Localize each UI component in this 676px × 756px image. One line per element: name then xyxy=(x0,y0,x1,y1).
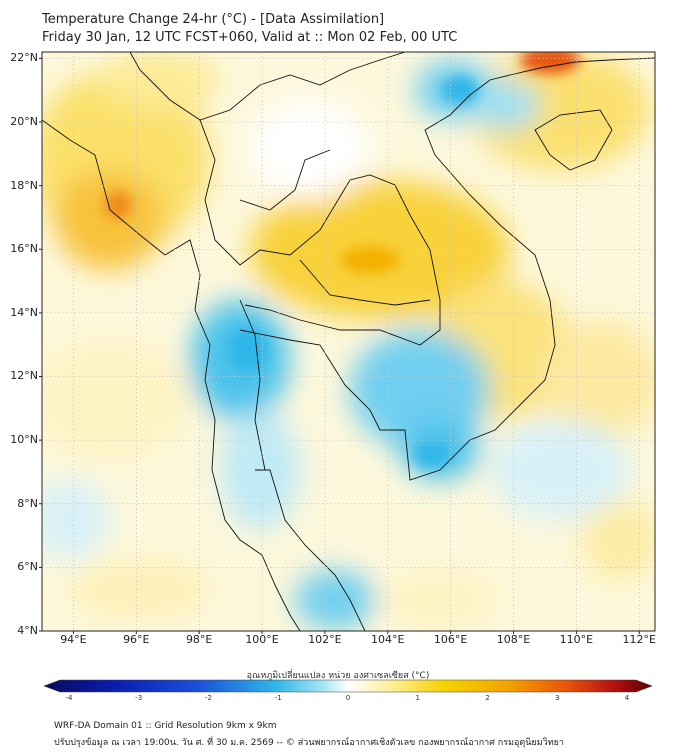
lat-label: 22°N xyxy=(10,51,38,65)
lon-label: 112°E xyxy=(622,633,656,646)
colorbar-tick-label: -3 xyxy=(135,694,143,702)
lat-label: 4°N xyxy=(17,624,38,637)
lat-label: 20°N xyxy=(10,114,38,128)
lat-label: 14°N xyxy=(10,305,38,319)
lon-label: 102°E xyxy=(308,633,342,646)
lon-label: 104°E xyxy=(371,633,405,646)
lat-label: 12°N xyxy=(10,369,38,383)
colorbar-tick-label: 0 xyxy=(345,694,351,702)
lat-label: 8°N xyxy=(17,496,38,510)
footer-model-info: WRF-DA Domain 01 :: Grid Resolution 9km … xyxy=(54,721,277,731)
map-frame xyxy=(41,51,656,632)
lon-label: 106°E xyxy=(433,633,468,646)
lat-label: 16°N xyxy=(10,242,38,256)
temperature-field xyxy=(42,52,655,631)
colorbar-tick-label: -1 xyxy=(274,694,282,702)
lon-label: 98°E xyxy=(185,633,213,646)
colorbar-tick-label: 1 xyxy=(415,694,420,702)
colorbar-label: อุณหภูมิเปลี่ยนแปลง หน่วย องศาเซลเซียส (… xyxy=(246,671,430,681)
axis-ticks xyxy=(39,57,640,634)
lat-label: 18°N xyxy=(10,178,38,192)
lon-label: 96°E xyxy=(123,633,150,646)
lon-label: 100°E xyxy=(245,633,279,646)
chart-title: Temperature Change 24-hr (°C) - [Data As… xyxy=(42,12,385,27)
lon-label: 94°E xyxy=(60,633,87,646)
colorbar-tick-label: -2 xyxy=(205,694,212,702)
lat-label: 10°N xyxy=(10,433,38,447)
colorbar-tick-label: 2 xyxy=(485,694,490,702)
colorbar-tick-label: 3 xyxy=(555,694,560,702)
colorbar-tick-label: 4 xyxy=(624,694,630,702)
lat-label: 6°N xyxy=(17,560,38,574)
footer-credit: ปรับปรุงข้อมูล ณ เวลา 19:00น. วัน ศ. ที่… xyxy=(54,738,564,748)
colorbar-tick-label: -4 xyxy=(65,694,73,702)
lon-label: 110°E xyxy=(559,633,594,646)
lon-label: 108°E xyxy=(496,633,531,646)
coastlines xyxy=(42,52,655,631)
colorbar xyxy=(43,679,653,693)
graticule xyxy=(42,52,655,631)
chart-subtitle: Friday 30 Jan, 12 UTC FCST+060, Valid at… xyxy=(42,30,458,45)
